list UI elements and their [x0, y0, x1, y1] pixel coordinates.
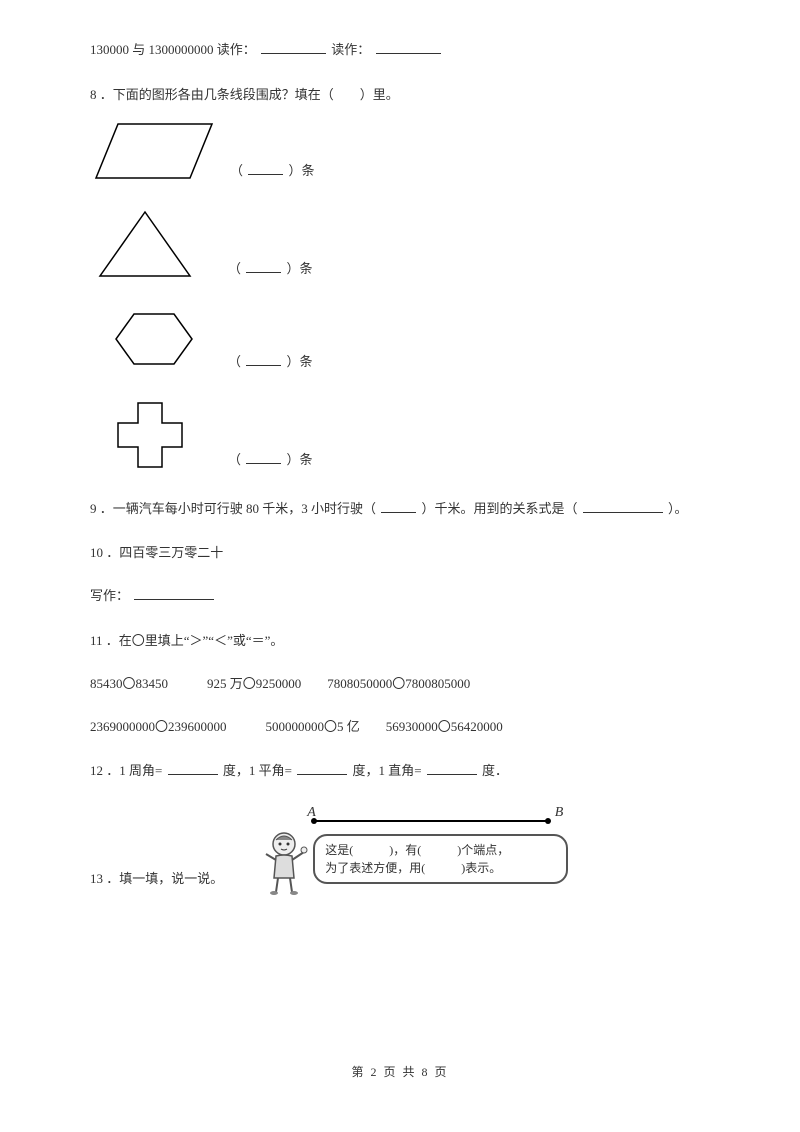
q11: 11 ．在〇里填上“＞”“＜”或“＝”。 85430〇83450 925 万〇9… — [90, 631, 710, 737]
speech-line1: 这是( )，有( )个端点， — [325, 841, 556, 859]
blank-input[interactable] — [381, 499, 416, 513]
blank-input[interactable] — [583, 499, 663, 513]
blank-input[interactable] — [246, 450, 281, 464]
q8: 8 ．下面的图形各由几条线段围成？填在（ ）里。 （ ）条 （ ）条 （ ）条 — [90, 85, 710, 475]
q13-illustration: A B 这是( )，有( )个端点， 为了表述方便，用( )表示。 — [253, 806, 573, 896]
shape-label: （ ）条 — [228, 352, 313, 377]
blank-input[interactable] — [246, 259, 281, 273]
shape-label: （ ）条 — [228, 259, 313, 284]
blank-input[interactable] — [248, 161, 283, 175]
point-b-icon — [545, 818, 551, 824]
q7-read2: 读作： — [331, 42, 370, 57]
q7-text: 130000 与 1300000000 读作： — [90, 42, 256, 57]
segment-line — [314, 820, 548, 822]
line-segment-ab: A B — [311, 806, 551, 824]
shape-row-parallelogram: （ ）条 — [90, 116, 710, 186]
child-icon — [258, 830, 313, 896]
page-footer: 第 2 页 共 8 页 — [0, 1063, 800, 1082]
blank-input[interactable] — [376, 40, 441, 54]
blank-input[interactable] — [168, 761, 218, 775]
shape-row-triangle: （ ）条 — [90, 204, 710, 284]
q13: 13 ．填一填，说一说。 A B 这是( )，有( )个端点， 为了表述方便，用… — [90, 806, 710, 896]
q12: 12 ．1 周角= 度，1 平角= 度，1 直角= 度． — [90, 761, 710, 782]
triangle-icon — [90, 204, 200, 284]
q10: 10 ．四百零三万零二十 写作： — [90, 543, 710, 607]
shape-row-hexagon: （ ）条 — [90, 302, 710, 377]
shape-label: （ ）条 — [228, 450, 313, 475]
q11-row1: 85430〇83450 925 万〇9250000 7808050000〇780… — [90, 674, 710, 695]
hexagon-icon — [110, 302, 210, 377]
q10-line1: 10 ．四百零三万零二十 — [90, 543, 710, 564]
q11-row2: 2369000000〇239600000 500000000〇5 亿 56930… — [90, 717, 710, 738]
speech-line2: 为了表述方便，用( )表示。 — [325, 859, 556, 877]
blank-input[interactable] — [134, 586, 214, 600]
cross-icon — [110, 395, 200, 475]
q7-continuation: 130000 与 1300000000 读作： 读作： — [90, 40, 710, 61]
blank-input[interactable] — [297, 761, 347, 775]
parallelogram-icon — [90, 116, 220, 186]
blank-input[interactable] — [261, 40, 326, 54]
point-b-label: B — [555, 802, 564, 824]
q11-stem: 11 ．在〇里填上“＞”“＜”或“＝”。 — [90, 631, 710, 652]
q10-line2: 写作： — [90, 586, 710, 607]
q8-stem: 8 ．下面的图形各由几条线段围成？填在（ ）里。 — [90, 85, 710, 106]
shape-row-cross: （ ）条 — [90, 395, 710, 475]
shape-label: （ ）条 — [230, 161, 315, 186]
blank-input[interactable] — [427, 761, 477, 775]
blank-input[interactable] — [246, 352, 281, 366]
speech-bubble: 这是( )，有( )个端点， 为了表述方便，用( )表示。 — [313, 834, 568, 884]
q9: 9 ．一辆汽车每小时可行驶 80 千米，3 小时行驶（ ）千米。用到的关系式是（… — [90, 499, 710, 520]
q13-stem: 13 ．填一填，说一说。 — [90, 869, 223, 896]
